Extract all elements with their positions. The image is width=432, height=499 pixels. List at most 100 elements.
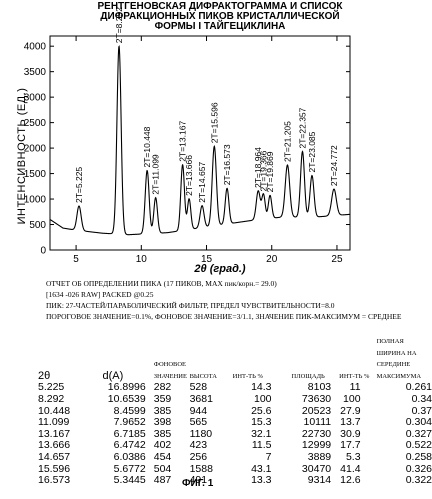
cell-d-spacing: 6.7185 xyxy=(113,427,146,440)
cell-d-spacing: 5.6772 xyxy=(113,462,146,475)
cell-intensity-area: 11 xyxy=(349,381,361,394)
cell-fwhm: 0.327 xyxy=(405,427,432,440)
header-area: ПЛОЩАДЬ xyxy=(291,372,325,380)
cell-intensity-area: 30.9 xyxy=(340,427,361,440)
diffraction-trace xyxy=(49,45,351,236)
peak-label: 2T=14.657 xyxy=(197,162,207,203)
y-tick-label: 1000 xyxy=(24,195,47,206)
header-height: ВЫСОТА xyxy=(189,372,217,380)
peak-label: 2T=23.085 xyxy=(307,131,317,172)
peak-table: 2θ d(A) ФОНОВОЕ ЗНАЧЕНИЕ ВЫСОТА ИНТ-ТЬ %… xyxy=(38,336,432,487)
peak-label: 2T=21.205 xyxy=(283,121,293,162)
cell-height: 565 xyxy=(189,416,208,429)
cell-fwhm: 0.34 xyxy=(411,392,432,405)
cell-intensity-area: 12.6 xyxy=(340,474,361,487)
peak-label: 2T=5.225 xyxy=(74,167,84,203)
peak-label: 2T=13.167 xyxy=(178,121,188,162)
table-row: 11.099 7.9652 398 565 15.3 10111 13.7 0.304 xyxy=(38,417,432,429)
peak-label: 2T=22.357 xyxy=(298,107,308,148)
cell-height: 528 xyxy=(189,381,208,394)
y-tick-label: 4000 xyxy=(24,42,47,53)
y-tick-label: 3500 xyxy=(24,67,47,78)
cell-d-spacing: 5.3445 xyxy=(113,474,146,487)
cell-area: 3889 xyxy=(307,450,332,463)
cell-2theta: 11.099 xyxy=(38,416,70,429)
cell-fwhm: 0.304 xyxy=(405,416,432,429)
cell-d-spacing: 6.0386 xyxy=(113,450,146,463)
cell-intensity-height: 100 xyxy=(253,392,272,405)
peak-label: 2T=16.573 xyxy=(222,144,232,185)
peak-label: 2T=18.964 xyxy=(253,147,263,188)
cell-height: 1180 xyxy=(189,427,213,440)
table-row: 14.657 6.0386 454 256 7 3889 5.3 0.258 xyxy=(38,450,432,464)
peak-report: ОТЧЕТ ОБ ОПРЕДЕЛЕНИИ ПИКА (17 ПИКОВ, MAX… xyxy=(46,278,432,322)
cell-height: 491 xyxy=(189,474,208,487)
cell-area: 30470 xyxy=(301,462,332,475)
cell-d-spacing: 10.6539 xyxy=(107,392,146,405)
cell-intensity-height: 15.3 xyxy=(251,416,272,429)
header-intensity-area: ИНТ-ТЬ % xyxy=(339,372,370,380)
cell-area: 22730 xyxy=(301,427,332,440)
cell-background: 359 xyxy=(153,392,172,405)
header-d-spacing: d(A) xyxy=(102,369,124,382)
x-tick-label: 25 xyxy=(331,254,343,265)
cell-intensity-height: 11.5 xyxy=(251,439,272,452)
cell-d-spacing: 6.4742 xyxy=(113,439,146,452)
cell-height: 944 xyxy=(189,404,208,417)
cell-intensity-height: 14.3 xyxy=(251,381,272,394)
table-row: 13.167 6.7185 385 1180 32.1 22730 30.9 0.327 xyxy=(38,427,432,441)
report-line: ПИК: 27-ЧАСТЕЙ/ПАРАБОЛИЧЕСКИЙ ФИЛЬТР, ПР… xyxy=(46,301,335,310)
diffractogram-chart: 0 500 1000 1500 2000 2500 3000 3500 4000 5 10 15 20 2… xyxy=(24,7,351,265)
cell-height: 3681 xyxy=(189,392,213,405)
title-line: ФОРМЫ I ТАЙГЕЦИКЛИНА xyxy=(154,21,286,32)
cell-2theta: 14.657 xyxy=(38,450,71,463)
peak-label: 2T=19.869 xyxy=(265,151,275,192)
table-row: 16.573 5.3445 487 491 13.3 9314 12.6 0.322 xyxy=(38,475,432,487)
cell-d-spacing: 7.9652 xyxy=(113,416,146,429)
cell-2theta: 8.292 xyxy=(38,392,65,405)
peak-label: 2T=13.666 xyxy=(184,155,194,196)
cell-height: 256 xyxy=(189,450,208,463)
table-row: 10.448 8.4599 385 944 25.6 20523 27.9 0.37 xyxy=(38,404,432,418)
peak-label: 2T=15.596 xyxy=(209,102,219,143)
header-2theta: 2θ xyxy=(38,369,51,382)
report-line: ОТЧЕТ ОБ ОПРЕДЕЛЕНИИ ПИКА (17 ПИКОВ, MAX… xyxy=(46,279,277,288)
header-intensity-height: ИНТ-ТЬ % xyxy=(232,372,263,380)
cell-2theta: 15.596 xyxy=(38,462,71,475)
table-row: 15.596 5.6772 504 1588 43.1 30470 41.4 0.326 xyxy=(38,462,432,476)
cell-fwhm: 0.522 xyxy=(405,439,432,452)
cell-area: 8103 xyxy=(307,381,332,394)
cell-intensity-area: 5.3 xyxy=(345,450,361,463)
table-header-row: 2θ d(A) ФОНОВОЕ ЗНАЧЕНИЕ ВЫСОТА ИНТ-ТЬ %… xyxy=(38,336,432,382)
cell-2theta: 13.167 xyxy=(38,427,71,440)
cell-intensity-area: 100 xyxy=(343,392,361,405)
cell-background: 402 xyxy=(153,439,172,452)
cell-intensity-area: 41.4 xyxy=(340,462,361,475)
cell-intensity-area: 17.7 xyxy=(340,439,361,452)
y-tick-label: 3000 xyxy=(24,93,47,104)
cell-intensity-area: 27.9 xyxy=(340,404,361,417)
peak-label: 2T=19.366 xyxy=(259,150,269,191)
peak-label: 2T=24.772 xyxy=(329,145,339,186)
cell-d-spacing: 16.8996 xyxy=(107,381,146,394)
header-fwhm: ПОЛНАЯ ШИРИНА НА СЕРЕДИНЕ МАКСИМУМА xyxy=(376,338,422,380)
x-axis-label: 2θ (град.) xyxy=(194,263,246,275)
cell-2theta: 10.448 xyxy=(38,404,71,417)
chart-title: РЕНТГЕНОВСКАЯ ДИФРАКТОГРАММА И СПИСОК ДИ… xyxy=(60,2,380,32)
cell-d-spacing: 8.4599 xyxy=(113,404,146,417)
cell-fwhm: 0.261 xyxy=(405,381,432,394)
x-tick-label: 20 xyxy=(266,254,278,265)
report-line: [1634 -026 RAW] PACKED @0.25 xyxy=(46,290,154,299)
cell-intensity-height: 43.1 xyxy=(251,462,272,475)
peak-label: 2T=11.099 xyxy=(151,154,161,195)
figure-caption: ФИГ. 1 xyxy=(182,478,214,489)
cell-intensity-height: 7 xyxy=(265,450,272,463)
cell-intensity-area: 13.7 xyxy=(340,416,361,429)
y-tick-label: 2500 xyxy=(24,118,47,129)
y-tick-label: 500 xyxy=(29,220,46,231)
cell-height: 423 xyxy=(189,439,208,452)
cell-intensity-height: 32.1 xyxy=(251,427,272,440)
cell-area: 9314 xyxy=(307,474,332,487)
table-row: 5.225 16.8996 282 528 14.3 8103 11 0.261 xyxy=(38,382,432,394)
cell-2theta: 5.225 xyxy=(38,381,65,394)
